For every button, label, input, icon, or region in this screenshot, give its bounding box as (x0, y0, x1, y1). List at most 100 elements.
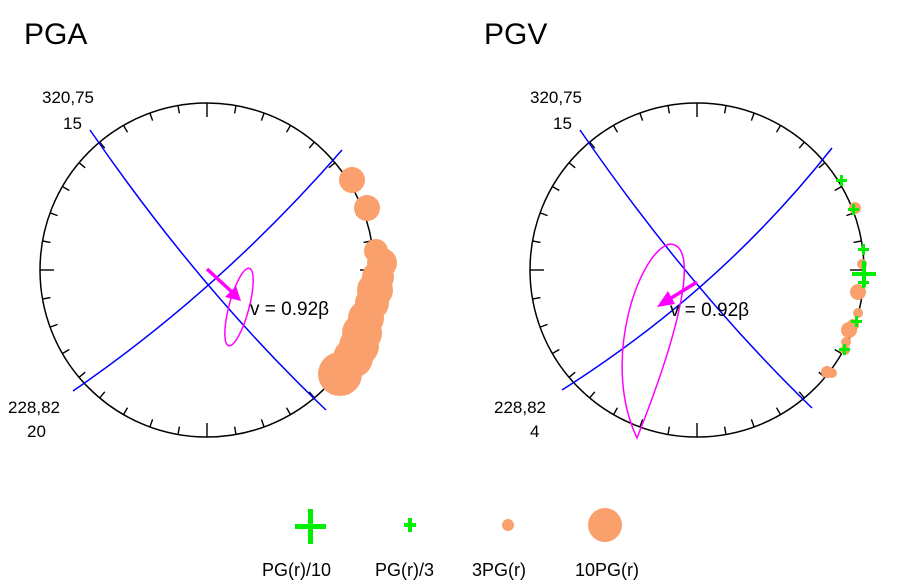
tick-mark (589, 391, 596, 399)
tick-mark (149, 112, 154, 121)
tick-mark (49, 212, 58, 217)
tick-mark (723, 105, 727, 114)
tick-mark (122, 407, 129, 415)
panel-title: PGA (24, 18, 87, 51)
tick-mark (612, 125, 619, 133)
tick-mark (818, 162, 826, 169)
legend-item: 10PG(r) (575, 508, 639, 580)
fault-great-circle-2 (561, 147, 833, 391)
velocity-label: v = 0.92β (670, 300, 749, 321)
uncertainty-ellipse (224, 267, 254, 347)
fault-1-strike-dip: 320,75 (530, 88, 582, 107)
tick-mark (539, 323, 548, 328)
velocity-label: v = 0.92β (250, 299, 329, 320)
fault-great-circle-1 (89, 129, 327, 411)
fault-great-circle-1 (579, 129, 813, 409)
legend-label: 10PG(r) (575, 560, 639, 580)
tick-mark (122, 125, 129, 133)
tick-mark (589, 141, 596, 149)
panel-pga: PGA 320,75 15 228,82 20 v = 0.92β (8, 18, 397, 441)
tick-mark (750, 112, 755, 121)
tick-mark (78, 162, 86, 169)
tick-mark (99, 141, 106, 149)
fault-great-circle-2 (72, 149, 343, 392)
tick-mark (834, 185, 842, 192)
tick-mark (177, 105, 181, 114)
tick-mark (233, 426, 237, 435)
tick-mark (260, 419, 265, 428)
fault-2-value: 4 (530, 422, 539, 441)
panel-title: PGV (484, 18, 547, 51)
tick-mark (532, 296, 541, 300)
legend-symbol-circle-small (502, 519, 514, 531)
station-marker (841, 322, 857, 338)
tick-mark (552, 348, 560, 355)
panel-pgv: PGV 320,75 15 228,82 4 v = 0.92β (484, 18, 876, 441)
tick-mark (853, 240, 862, 244)
rupture-direction-arrow (205, 267, 241, 301)
legend-label: PG(r)/10 (262, 560, 331, 580)
legend-label: PG(r)/3 (375, 560, 434, 580)
tick-mark (285, 125, 292, 133)
tick-mark (834, 348, 842, 355)
tick-mark (552, 185, 560, 192)
station-marker (354, 195, 380, 221)
station-marker (853, 308, 863, 318)
station-markers-plus (836, 175, 876, 355)
station-markers (318, 167, 397, 396)
tick-mark (99, 391, 106, 399)
legend-item: 3PG(r) (472, 519, 526, 580)
tick-mark (775, 125, 782, 133)
tick-mark (285, 407, 292, 415)
legend-symbol-plus-large (295, 509, 326, 544)
tick-mark (612, 407, 619, 415)
legend-item: PG(r)/10 (262, 509, 331, 580)
tick-mark (775, 407, 782, 415)
fault-1-value: 15 (63, 114, 82, 133)
tick-mark (42, 240, 51, 244)
tick-mark (667, 426, 671, 435)
legend: PG(r)/10 PG(r)/3 3PG(r) 10PG(r) (262, 508, 639, 580)
station-marker (827, 368, 837, 378)
tick-mark (62, 185, 70, 192)
rupture-direction-arrow (657, 280, 698, 307)
tick-mark (532, 240, 541, 244)
station-marker (851, 316, 862, 327)
stereonet-ticks (530, 103, 864, 437)
tick-mark (667, 105, 671, 114)
tick-mark (798, 391, 805, 399)
tick-mark (308, 141, 315, 149)
legend-label: 3PG(r) (472, 560, 526, 580)
tick-mark (723, 426, 727, 435)
tick-mark (49, 323, 58, 328)
fault-2-value: 20 (27, 422, 46, 441)
tick-mark (260, 112, 265, 121)
stereonet-circle (529, 102, 865, 438)
fault-1-strike-dip: 320,75 (42, 88, 94, 107)
station-marker (318, 352, 362, 396)
tick-mark (798, 141, 805, 149)
tick-mark (149, 419, 154, 428)
tick-mark (177, 426, 181, 435)
tick-mark (639, 112, 644, 121)
tick-mark (328, 162, 336, 169)
tick-mark (568, 371, 576, 378)
legend-symbol-circle-large (588, 508, 622, 542)
tick-mark (42, 296, 51, 300)
station-marker (848, 204, 859, 215)
tick-mark (233, 105, 237, 114)
station-marker (339, 167, 365, 193)
legend-symbol-plus-small (404, 518, 416, 532)
uncertainty-ellipse (621, 243, 686, 440)
station-marker (852, 261, 876, 287)
station-marker (836, 175, 847, 186)
tick-mark (568, 162, 576, 169)
tick-mark (639, 419, 644, 428)
legend-item: PG(r)/3 (375, 518, 434, 580)
fault-2-strike-dip: 228,82 (8, 398, 60, 417)
tick-mark (62, 348, 70, 355)
fault-2-strike-dip: 228,82 (494, 398, 546, 417)
station-marker (839, 344, 850, 355)
tick-mark (750, 419, 755, 428)
